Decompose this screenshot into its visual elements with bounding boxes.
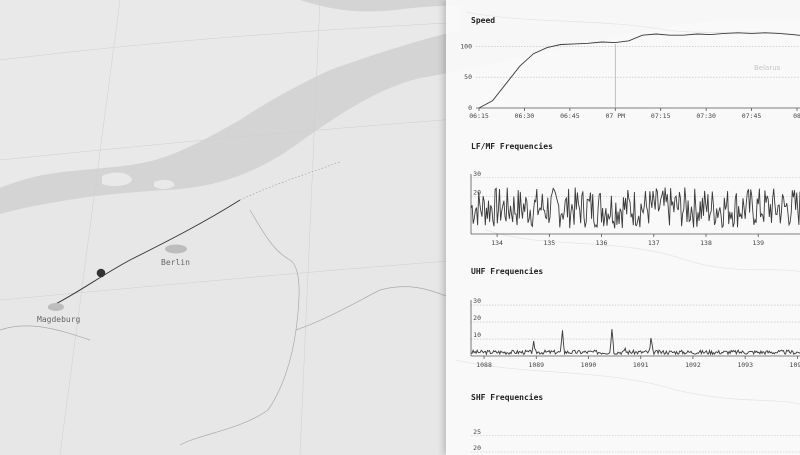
lf-mf-x-tick-label: 134 (491, 239, 503, 247)
uhf-x-tick-label: 1090 (581, 361, 597, 369)
speed-x-tick-label: 06:30 (515, 112, 535, 120)
chart-title-uhf: UHF Frequencies (471, 267, 544, 276)
speed-y-tick-label: 100 (460, 42, 472, 50)
speed-x-tick-label: 06:15 (469, 112, 489, 120)
aircraft-position-marker[interactable] (96, 268, 106, 278)
speed-x-tick-label: 07 PM (605, 112, 625, 120)
uhf-y-tick-label: 20 (473, 314, 481, 322)
uhf-x-tick-label: 1091 (633, 361, 649, 369)
lf-mf-x-tick-label: 139 (752, 239, 764, 247)
speed-x-tick-label: 06:45 (560, 112, 580, 120)
speed-x-tick-label: 07:15 (651, 112, 671, 120)
lf-mf-x-tick-label: 138 (700, 239, 712, 247)
city-label-magdeburg: Magdeburg (37, 315, 81, 324)
panel-background-map: Belarus (455, 11, 800, 405)
chart-title-speed: Speed (471, 16, 496, 25)
uhf-y-tick-label: 30 (473, 297, 481, 305)
magdeburg-area (48, 303, 64, 311)
lf-mf-x-tick-label: 135 (543, 239, 555, 247)
uhf-y-tick-label: 10 (473, 331, 481, 339)
shf-y-tick-label: 20 (473, 444, 481, 452)
shf-chart[interactable]: 152025 (446, 406, 800, 455)
lf-mf-x-tick-label: 137 (648, 239, 660, 247)
land-north-west (0, 0, 460, 188)
shf-y-tick-label: 25 (473, 428, 481, 436)
chart-title-lf-mf: LF/MF Frequencies (471, 142, 553, 151)
lf-mf-y-tick-label: 20 (473, 189, 481, 197)
lf-mf-x-tick-label: 136 (596, 239, 608, 247)
speed-x-tick-label: 07:30 (696, 112, 716, 120)
uhf-x-tick-label: 1088 (476, 361, 492, 369)
uhf-series-line (470, 329, 800, 356)
city-label-berlin: Berlin (161, 258, 190, 267)
uhf-x-tick-label: 1089 (528, 361, 544, 369)
berlin-area (165, 244, 187, 254)
lf-mf-chart[interactable]: 20 30 134 135 136 137 138 139 (446, 154, 800, 248)
flight-track (47, 199, 241, 309)
uhf-x-tick-label: 1094 (790, 361, 800, 369)
flight-track-projection (239, 161, 341, 201)
speed-y-tick-label: 50 (464, 73, 472, 81)
frequency-side-panel[interactable]: Belarus Speed 0 50 100 06:15 06:30 06:45 07 PM… (446, 0, 800, 455)
island-1 (258, 58, 283, 74)
country-label-belarus: Belarus (754, 64, 781, 72)
country-borders (0, 209, 447, 446)
uhf-x-tick-label: 1093 (737, 361, 753, 369)
uhf-chart[interactable]: 10 20 30 1088 1089 1090 1091 1092 1093 1094 (446, 280, 800, 374)
speed-x-tick-label: 07:45 (742, 112, 762, 120)
island-4 (154, 179, 175, 189)
island-2 (212, 78, 227, 100)
lf-mf-y-tick-label: 30 (473, 170, 481, 178)
island-3 (102, 172, 132, 187)
uhf-x-tick-label: 1092 (685, 361, 701, 369)
speed-series-line (478, 32, 800, 109)
island-5 (52, 142, 65, 153)
lf-mf-series-line (470, 187, 800, 229)
speed-chart[interactable]: 0 50 100 06:15 06:30 06:45 07 PM 07:15 07:30 07:4… (446, 28, 800, 122)
speed-x-tick-label: 08 (793, 112, 800, 120)
speed-y-tick-label: 0 (468, 104, 472, 112)
chart-title-shf: SHF Frequencies (471, 393, 544, 402)
